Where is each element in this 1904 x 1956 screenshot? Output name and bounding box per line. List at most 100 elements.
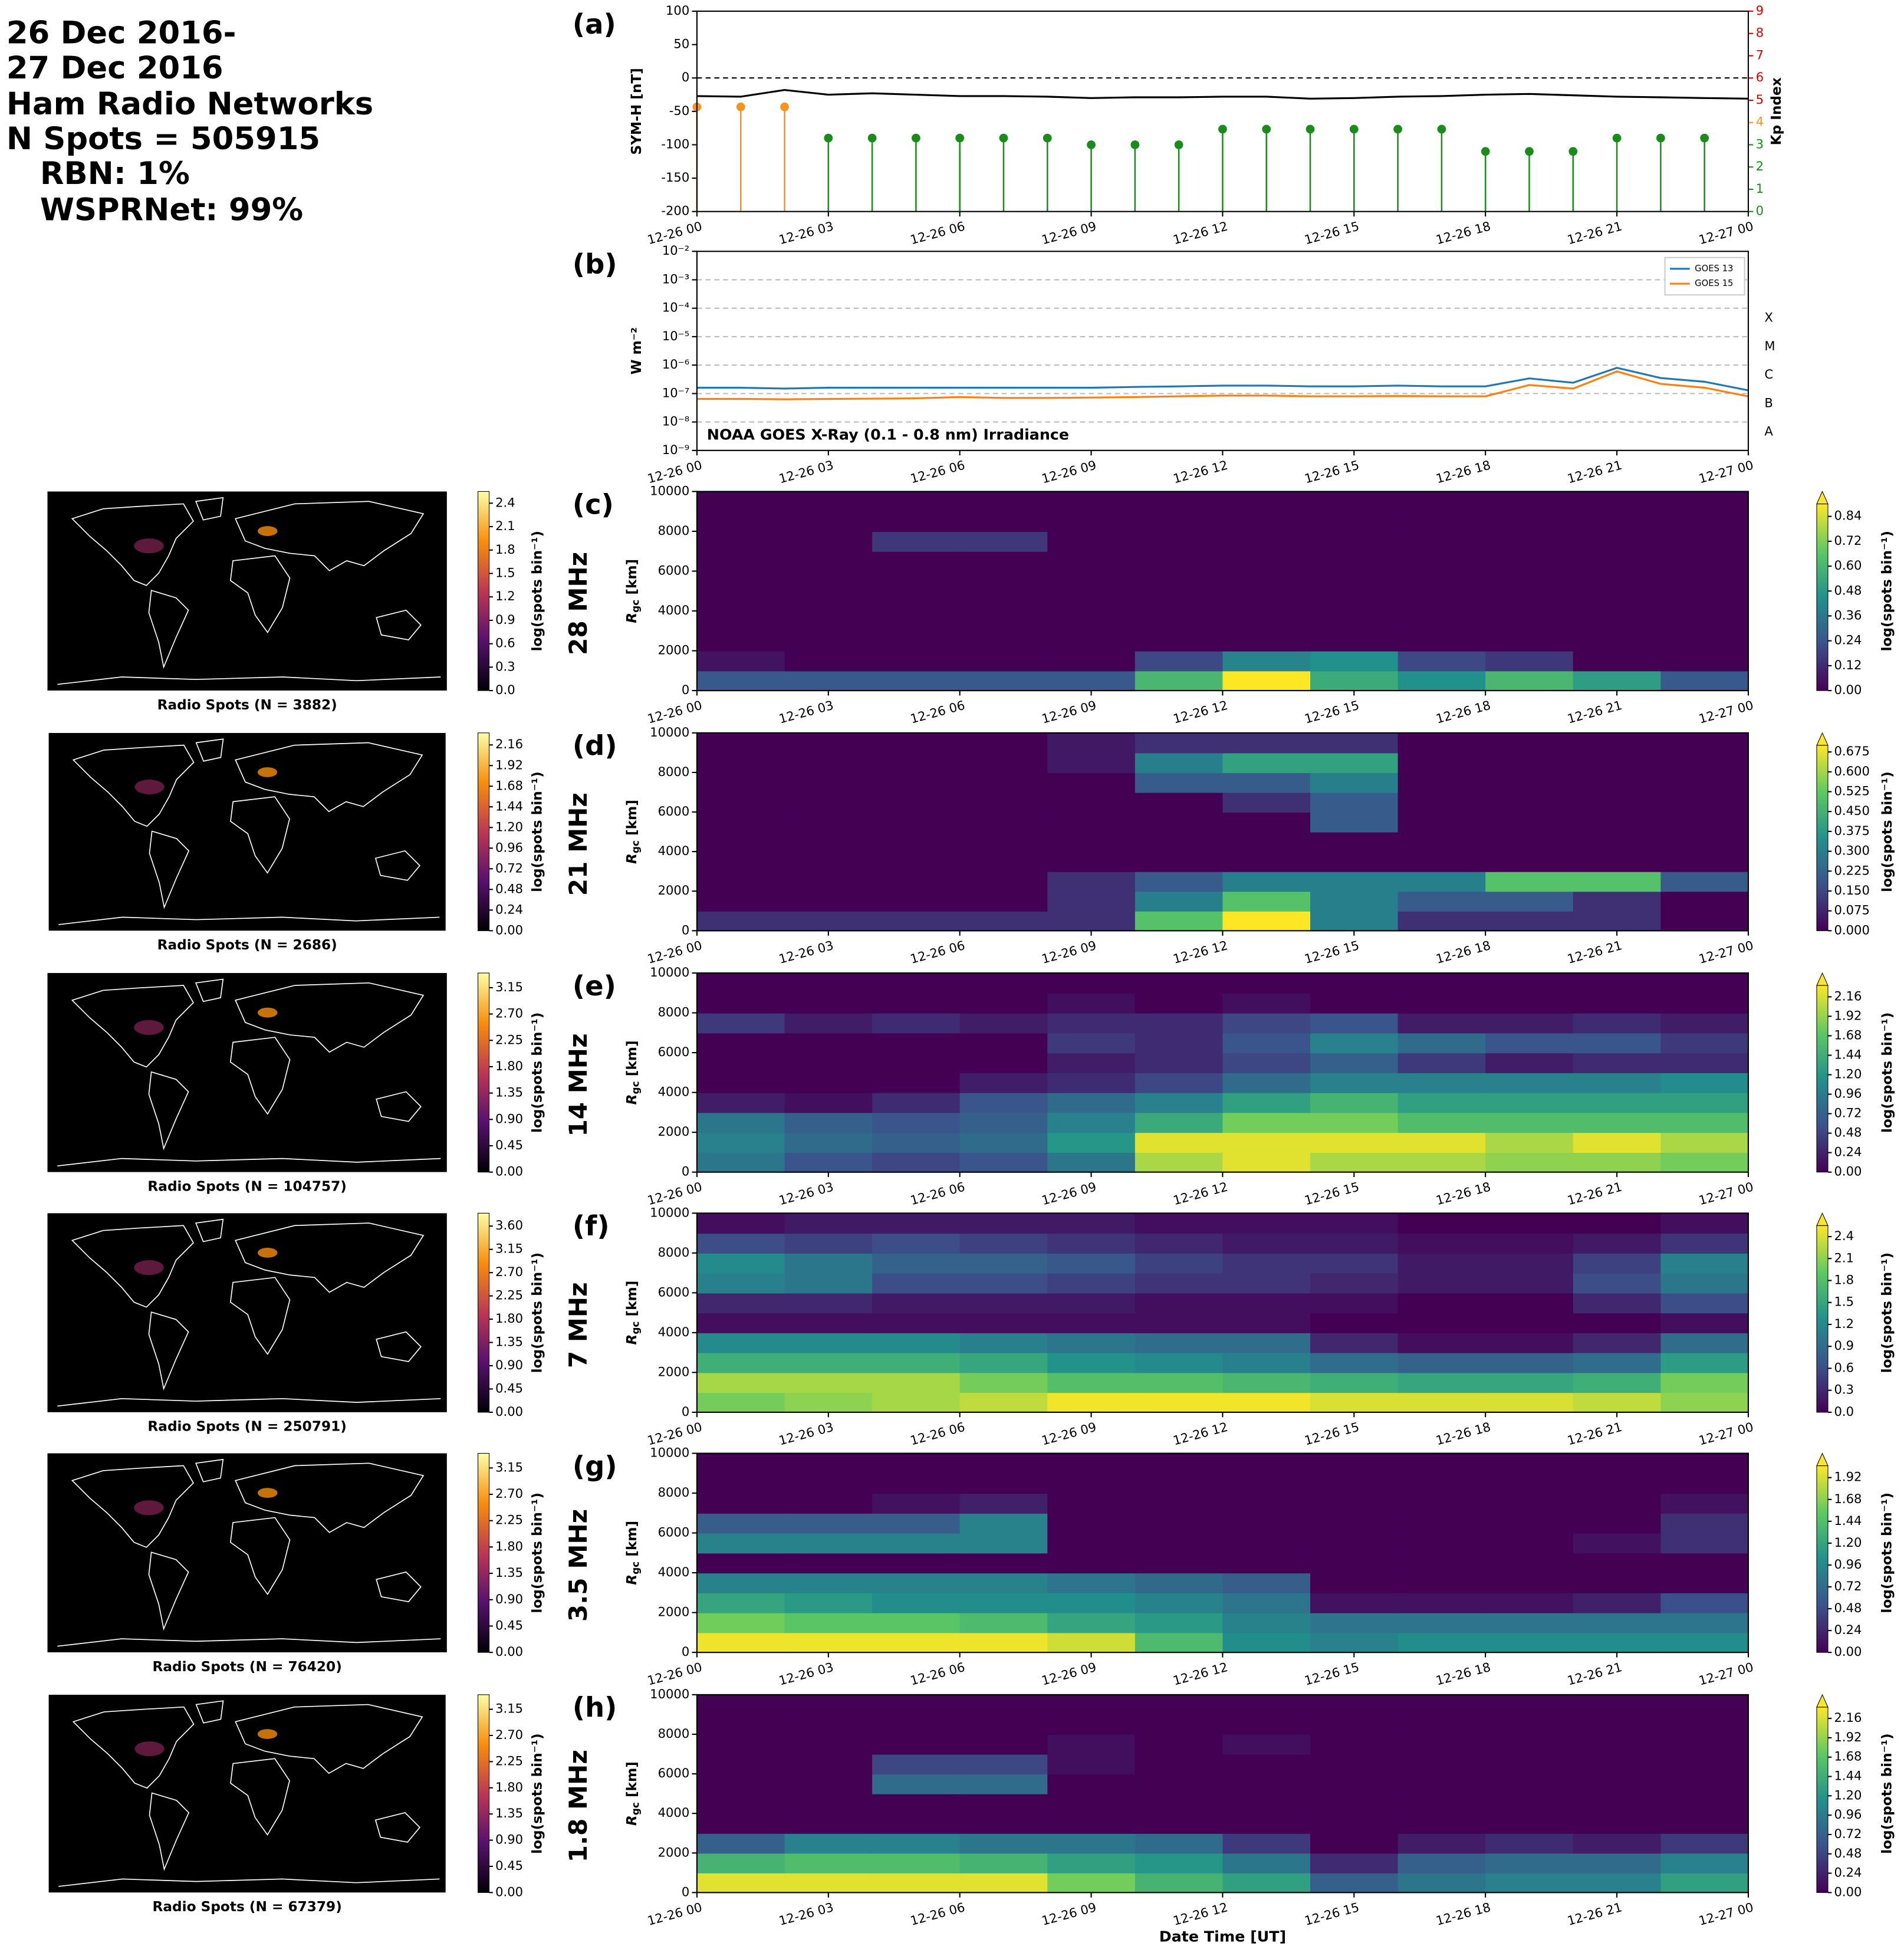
heat-cell (959, 1612, 1048, 1633)
heat-cell (784, 1853, 873, 1873)
heat-cell (784, 1293, 873, 1314)
kp-marker (824, 133, 833, 143)
heat-cell (1573, 871, 1662, 892)
heat-cell (1660, 792, 1749, 813)
heat-cell (1134, 1694, 1224, 1715)
heat-cell (1660, 1352, 1749, 1373)
heat-cell (696, 1632, 785, 1653)
heat-cell (1660, 1553, 1749, 1574)
heat-cell (784, 1072, 873, 1093)
colorbar-tick-label: 2.16 (1834, 988, 1862, 1003)
heat-cell (1222, 1253, 1311, 1274)
map-colorbar-label: log(spots bin⁻¹) (529, 1253, 545, 1373)
y2-tick-label: 8 (1756, 25, 1764, 40)
heat-cell (784, 591, 873, 612)
heat-cell (1222, 792, 1311, 813)
heat-cell (959, 1112, 1048, 1133)
band-label: 3.5 MHz (564, 1509, 593, 1622)
heat-cell (1573, 1853, 1662, 1873)
heat-cell (1047, 831, 1136, 853)
heat-cell (1134, 1813, 1224, 1834)
heat-cell (1047, 491, 1136, 512)
heat-cell (872, 1573, 961, 1593)
heat-cell (872, 1714, 961, 1735)
panel-label: (h) (573, 1692, 617, 1724)
heat-cell (1047, 611, 1136, 632)
y-axis-label: Rgc [km] (624, 1040, 642, 1104)
heat-cell (1660, 491, 1749, 512)
heat-cell (1222, 1754, 1311, 1775)
heat-cell (1485, 992, 1574, 1014)
heat-cell (872, 551, 961, 572)
heat-cell (1310, 772, 1399, 793)
heat-cell (872, 1553, 961, 1574)
y-tick-label: -150 (661, 170, 689, 185)
colorbar-label: log(spots bin⁻¹) (1879, 1733, 1895, 1854)
heat-cell (1134, 1253, 1224, 1274)
colorbar-tick-label: 0.600 (1834, 764, 1870, 778)
heat-cell (784, 752, 873, 773)
heat-cell (1310, 871, 1399, 892)
colorbar-tick-label: 0.24 (1834, 1865, 1862, 1880)
heat-cell (696, 670, 785, 692)
heat-cell (784, 1273, 873, 1294)
heat-cell (784, 1513, 873, 1534)
heat-cell (1310, 1072, 1399, 1093)
heat-cell (1047, 1714, 1136, 1735)
heat-cell (1134, 1493, 1224, 1514)
y-axis-symbol: R (624, 1094, 640, 1104)
heat-cell (1047, 591, 1136, 612)
heat-cell (1134, 511, 1224, 532)
heat-cell (784, 1253, 873, 1274)
map-colorbar-tick-label: 0.6 (495, 636, 515, 650)
y-tick-label: 6000 (658, 1284, 690, 1299)
heat-cell (1047, 511, 1136, 532)
heat-cell (1660, 871, 1749, 892)
heat-cell (1397, 630, 1487, 652)
heat-cell (1047, 1734, 1136, 1755)
heat-cell (1134, 1793, 1224, 1814)
kp-marker (1087, 140, 1096, 149)
heat-cell (1310, 1092, 1399, 1113)
colorbar-tick-label: 0.48 (1834, 1846, 1862, 1860)
map-colorbar-tick-label: 0.45 (495, 1618, 523, 1632)
heat-cell (1134, 871, 1224, 892)
map-colorbar-tick-label: 2.25 (495, 1032, 523, 1047)
header-line: WSPRNet: 99% (40, 192, 303, 228)
y-axis-label: SYM-H [nT] (629, 68, 644, 154)
y-tick-label: 10000 (650, 965, 689, 979)
heat-cell (1397, 732, 1487, 754)
heat-cell (1047, 1392, 1136, 1413)
heat-cell (1222, 1332, 1311, 1353)
heat-cell (1573, 491, 1662, 512)
heat-cell (872, 992, 961, 1014)
heat-cell (1573, 1493, 1662, 1514)
heat-cell (1047, 1853, 1136, 1873)
heat-cell (959, 1233, 1048, 1254)
heat-cell (872, 812, 961, 833)
colorbar-tick-label: 0.300 (1834, 843, 1870, 858)
heat-cell (1222, 1132, 1311, 1153)
heat-cell (696, 1714, 785, 1735)
heat-cell (1397, 491, 1487, 512)
heat-cell (872, 1233, 961, 1254)
heat-cell (1222, 1632, 1311, 1653)
heat-cell (1134, 1453, 1224, 1474)
y-tick-label: 10000 (650, 1445, 689, 1460)
heat-cell (959, 1132, 1048, 1153)
heat-cell (1310, 1293, 1399, 1314)
heat-cell (1310, 1774, 1399, 1794)
colorbar (1816, 504, 1829, 691)
heat-cell (1660, 1872, 1749, 1893)
heat-cell (784, 973, 873, 994)
heat-cell (696, 1233, 785, 1254)
y-tick-label: 4000 (658, 1805, 690, 1820)
heat-cell (1397, 772, 1487, 793)
world-map (47, 1453, 448, 1653)
heat-cell (696, 1132, 785, 1153)
map-colorbar-tick-label: 0.00 (495, 1884, 523, 1899)
heat-cell (872, 630, 961, 652)
heat-cell (784, 1372, 873, 1393)
heat-cell (1660, 1012, 1749, 1034)
heat-cell (1047, 1533, 1136, 1554)
